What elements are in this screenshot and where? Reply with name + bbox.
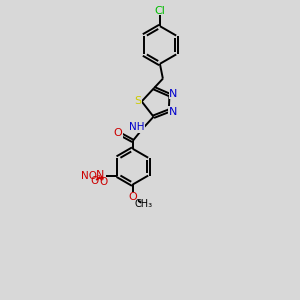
Text: CH₃: CH₃ [135, 199, 153, 209]
Text: N: N [169, 89, 178, 99]
Text: O: O [128, 192, 137, 203]
Text: Cl: Cl [154, 6, 165, 16]
Text: O: O [91, 176, 99, 186]
Text: O: O [99, 176, 108, 187]
Text: NH: NH [129, 122, 145, 132]
Text: N: N [169, 107, 177, 117]
Text: N: N [96, 170, 105, 180]
Text: O: O [113, 128, 122, 138]
Text: S: S [134, 97, 142, 106]
Text: NO₂: NO₂ [81, 171, 101, 181]
